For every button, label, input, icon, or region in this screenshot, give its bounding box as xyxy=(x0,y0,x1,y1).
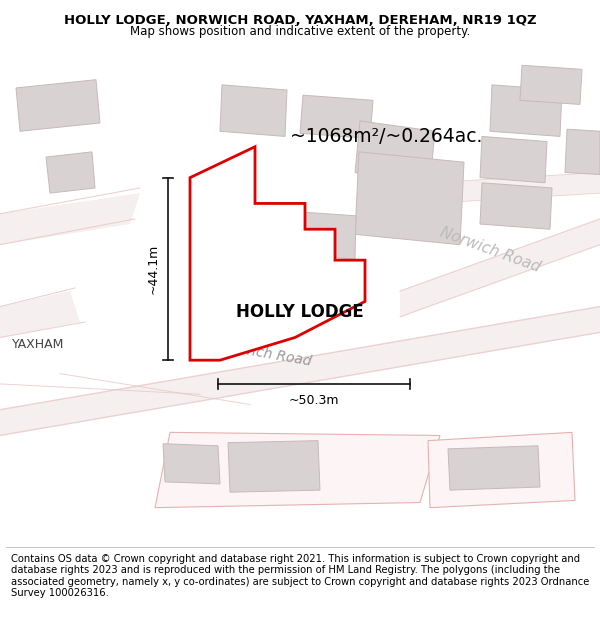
Text: Map shows position and indicative extent of the property.: Map shows position and indicative extent… xyxy=(130,25,470,38)
Text: Norwich Road: Norwich Road xyxy=(215,338,312,368)
Polygon shape xyxy=(190,147,365,360)
Polygon shape xyxy=(355,152,464,244)
Polygon shape xyxy=(565,129,600,174)
Polygon shape xyxy=(295,212,356,259)
Polygon shape xyxy=(480,182,552,229)
Text: Contains OS data © Crown copyright and database right 2021. This information is : Contains OS data © Crown copyright and d… xyxy=(11,554,589,598)
Polygon shape xyxy=(300,95,373,139)
Polygon shape xyxy=(480,136,547,182)
Polygon shape xyxy=(0,306,600,436)
Text: ~50.3m: ~50.3m xyxy=(289,394,339,408)
Polygon shape xyxy=(520,65,582,104)
Polygon shape xyxy=(490,85,562,136)
Text: HOLLY LODGE: HOLLY LODGE xyxy=(236,302,364,321)
Text: ~44.1m: ~44.1m xyxy=(147,244,160,294)
Polygon shape xyxy=(16,79,100,131)
Polygon shape xyxy=(228,441,320,493)
Polygon shape xyxy=(155,432,440,508)
Text: YAXHAM: YAXHAM xyxy=(12,338,64,351)
Polygon shape xyxy=(355,121,435,182)
Text: ~1068m²/~0.264ac.: ~1068m²/~0.264ac. xyxy=(290,127,482,146)
Polygon shape xyxy=(430,173,600,204)
Text: Norwich Road: Norwich Road xyxy=(438,225,542,275)
Polygon shape xyxy=(163,444,220,484)
Polygon shape xyxy=(428,432,575,508)
Text: HOLLY LODGE, NORWICH ROAD, YAXHAM, DEREHAM, NR19 1QZ: HOLLY LODGE, NORWICH ROAD, YAXHAM, DEREH… xyxy=(64,14,536,27)
Polygon shape xyxy=(0,291,80,338)
Polygon shape xyxy=(0,193,140,244)
Polygon shape xyxy=(400,219,600,317)
Polygon shape xyxy=(46,152,95,193)
Polygon shape xyxy=(220,85,287,136)
Polygon shape xyxy=(448,446,540,490)
